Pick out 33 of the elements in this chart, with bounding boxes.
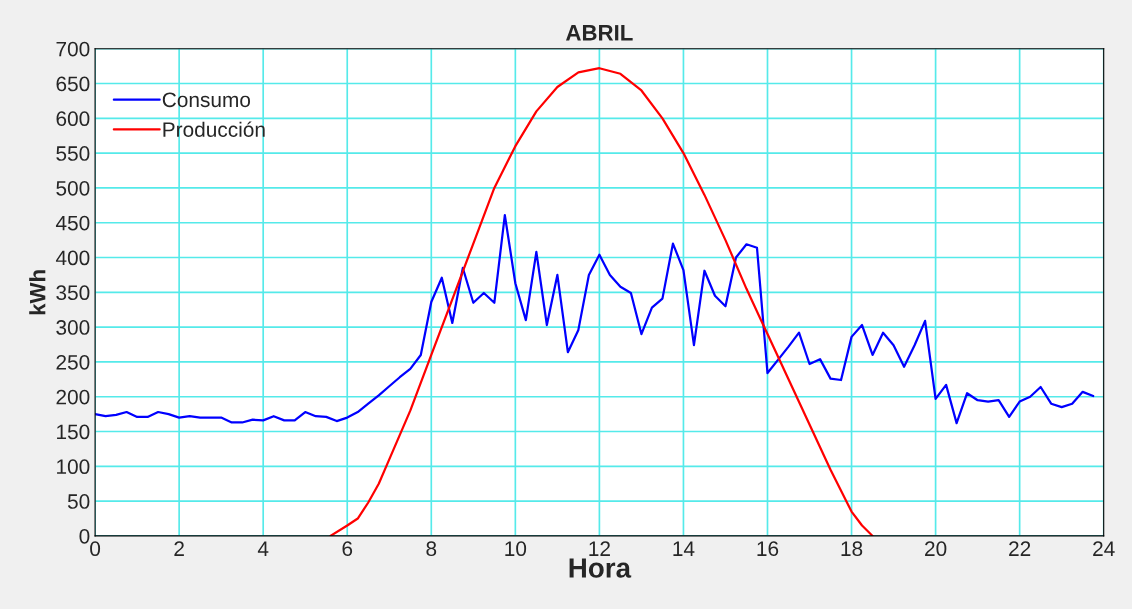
x-tick-label: 18	[841, 541, 863, 557]
y-tick-label: 700	[56, 41, 90, 57]
y-tick-label: 50	[67, 494, 90, 509]
x-tick-label: 20	[925, 541, 947, 557]
y-tick-label: 650	[56, 76, 90, 92]
y-tick-label: 200	[56, 389, 90, 405]
y-tick-label: 350	[56, 285, 90, 301]
y-tick-label: 500	[56, 180, 90, 196]
line-series	[329, 67, 874, 536]
x-tick-label: 6	[342, 541, 353, 557]
chart-title: ABRIL	[566, 25, 633, 41]
y-tick-label: 550	[56, 146, 90, 161]
y-tick-label: 300	[56, 320, 90, 335]
x-tick-label: 0	[90, 541, 101, 557]
x-tick-label: 2	[174, 541, 184, 556]
x-tick-label: 14	[673, 541, 695, 556]
y-tick-label: 400	[55, 250, 90, 266]
x-tick-label: 8	[426, 541, 437, 557]
x-tick-label: 10	[505, 541, 527, 557]
x-tick-label: 16	[757, 541, 779, 557]
y-tick-label: 450	[55, 215, 90, 231]
line-series	[95, 213, 1095, 425]
y-tick-label: 250	[56, 354, 90, 370]
y-tick-label: 600	[56, 111, 90, 127]
y-axis-title: kWh	[29, 270, 46, 315]
x-tick-label: 24	[1093, 541, 1115, 556]
y-tick-label: 100	[57, 459, 90, 475]
y-tick-label: 0	[79, 528, 90, 544]
x-tick-label: 22	[1009, 541, 1031, 556]
x-tick-label: 12	[589, 541, 610, 556]
x-axis-title: Hora	[569, 558, 632, 578]
x-tick-label: 4	[257, 541, 269, 556]
y-tick-label: 150	[57, 424, 90, 440]
